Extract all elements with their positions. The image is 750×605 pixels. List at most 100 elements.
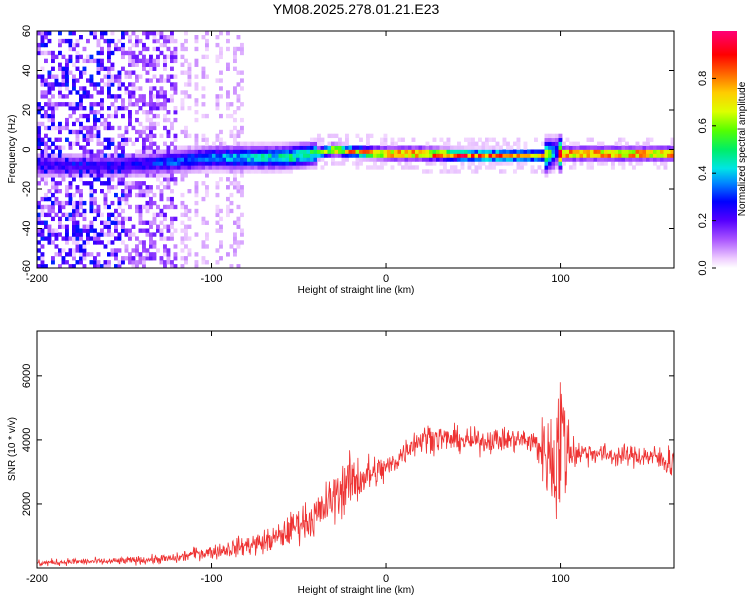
spectrogram-cell	[170, 149, 174, 154]
spectrogram-cell	[404, 157, 409, 162]
spectrogram-cell	[166, 173, 171, 178]
spectrogram-cell	[58, 216, 62, 222]
spectrogram-cell	[474, 153, 479, 158]
spectrogram-cell	[415, 157, 419, 162]
spectrogram-cell	[114, 216, 118, 222]
spectrogram-cell	[219, 94, 223, 99]
spectrogram-cell	[254, 141, 258, 146]
spectrogram-cell	[215, 145, 220, 150]
spectrogram-cell	[292, 145, 297, 150]
spectrogram-cell	[75, 236, 80, 241]
spectrogram-cell	[89, 208, 94, 214]
spectrogram-cell	[37, 102, 41, 107]
spectrogram-cell	[37, 256, 41, 261]
spectrogram-cell	[233, 110, 237, 115]
spectrogram-cell	[75, 248, 80, 253]
spectrogram-cell	[68, 106, 73, 111]
spectrogram-cell	[219, 70, 223, 75]
spectrogram-cell	[54, 82, 59, 87]
spectrogram-cell	[180, 192, 185, 198]
spectrogram-cell	[110, 165, 115, 170]
spectrogram-cell	[233, 50, 237, 56]
spectrogram-cell	[145, 78, 150, 83]
spectrogram-cell	[446, 153, 451, 158]
spectrogram-cell	[51, 157, 55, 162]
spectrogram-cell	[149, 54, 153, 60]
spectrogram-cell	[453, 169, 458, 174]
spectrogram-cell	[177, 157, 181, 162]
spectrogram-cell	[201, 102, 206, 107]
spectrogram-cell	[61, 256, 66, 261]
spectrogram-cell	[229, 181, 234, 186]
spectrogram-cell	[93, 228, 97, 233]
spectrogram-cell	[82, 58, 87, 64]
spectrogram-cell	[58, 82, 62, 87]
spectrogram-cell	[82, 165, 87, 170]
spectrogram-cell	[86, 129, 90, 135]
spectrogram-cell	[187, 70, 192, 75]
spectrogram-cell	[51, 200, 55, 206]
spectrogram-cell	[93, 200, 97, 206]
spectrogram-cell	[310, 157, 314, 162]
spectrogram-cell	[65, 157, 69, 162]
spectrogram-cell	[142, 31, 146, 36]
spectrogram-cell	[142, 98, 146, 103]
spectrogram-cell	[47, 106, 52, 111]
spectrogram-cell	[436, 145, 440, 150]
spectrogram-cell	[96, 110, 101, 115]
spectrogram-cell	[65, 117, 69, 123]
spectrogram-cell	[135, 98, 139, 103]
spectrogram-cell	[362, 149, 367, 154]
spectrogram-cell	[128, 38, 132, 44]
spectrogram-cell	[96, 153, 101, 158]
spectrogram-cell	[313, 161, 318, 166]
spectrogram-cell	[184, 165, 188, 170]
spectrogram-cell	[247, 145, 251, 150]
spectrogram-cell	[635, 153, 640, 158]
spectrogram-cell	[54, 212, 59, 218]
spectrogram-cell	[488, 161, 493, 166]
spectrogram-cell	[138, 58, 143, 64]
spectrogram-cell	[467, 141, 472, 146]
x-tick-label: -100	[201, 273, 223, 285]
spectrogram-cell	[145, 58, 150, 64]
spectrogram-cell	[58, 129, 62, 135]
spectrogram-cell	[163, 54, 167, 60]
spectrogram-cell	[411, 149, 416, 154]
figure-title: YM08.2025.278.01.21.E23	[273, 1, 440, 17]
spectrogram-cell	[667, 153, 671, 158]
spectrogram-cell	[642, 153, 647, 158]
spectrogram-cell	[285, 145, 290, 150]
spectrogram-cell	[68, 90, 73, 95]
spectrogram-cell	[86, 141, 90, 146]
spectrogram-cell	[446, 169, 451, 174]
spectrogram-cell	[86, 252, 90, 257]
spectrogram-cell	[152, 173, 157, 178]
spectrogram-cell	[44, 161, 48, 166]
spectrogram-cell	[338, 137, 342, 142]
spectrogram-cell	[422, 169, 426, 174]
spectrogram-cell	[555, 141, 559, 146]
spectrogram-cell	[100, 161, 104, 166]
spectrogram-cell	[229, 208, 234, 214]
spectrogram-cell	[107, 189, 111, 194]
spectrogram-cell	[107, 157, 111, 162]
spectrogram-cell	[72, 102, 76, 107]
spectrogram-cell	[173, 58, 178, 64]
spectrogram-cell	[670, 157, 674, 162]
spectrogram-cell	[551, 133, 556, 139]
spectrogram-cell	[632, 153, 636, 158]
spectrogram-cell	[292, 153, 297, 158]
spectrogram-cell	[138, 228, 143, 233]
spectrogram-cell	[380, 161, 384, 166]
spectrogram-cell	[103, 121, 108, 127]
y-tick-label: 6000	[21, 364, 33, 388]
spectrogram-cell	[142, 228, 146, 233]
spectrogram-cell	[124, 141, 129, 146]
spectrogram-cell	[117, 236, 122, 241]
spectrogram-cell	[205, 173, 209, 178]
spectrogram-cell	[565, 153, 570, 158]
spectrogram-cell	[516, 153, 521, 158]
spectrogram-cell	[212, 149, 216, 154]
spectrogram-cell	[366, 165, 370, 170]
